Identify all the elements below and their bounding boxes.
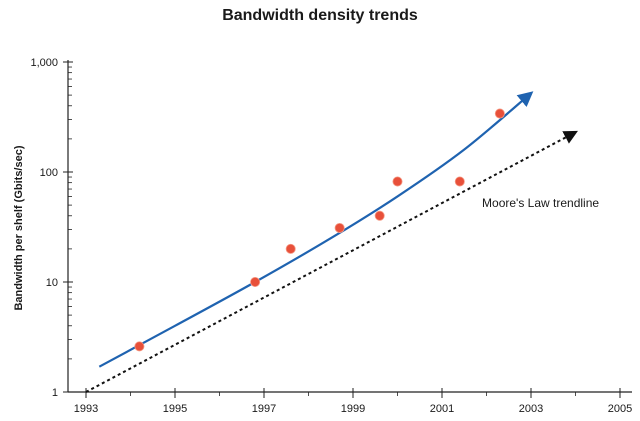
y-tick-label-1: 10 (46, 277, 58, 289)
data-point-7 (494, 108, 505, 119)
data-point-3 (334, 222, 345, 233)
y-axis-label: Bandwidth per shelf (Gbits/sec) (13, 145, 25, 310)
annotations: Moore's Law trendline (482, 196, 599, 210)
x-tick-label-4: 2001 (430, 403, 454, 415)
data-points (134, 108, 505, 352)
chart-title: Bandwidth density trends (222, 7, 418, 24)
y-tick-label-3: 1,000 (30, 57, 58, 69)
data-point-6 (454, 176, 465, 187)
data-point-4 (374, 210, 385, 221)
x-ticks: 1993 1995 1997 1999 2001 2003 2005 (74, 388, 632, 415)
bandwidth-trend-curve (98, 91, 534, 368)
x-tick-label-0: 1993 (74, 403, 98, 415)
x-tick-label-6: 2005 (608, 403, 632, 415)
y-tick-label-0: 1 (52, 387, 58, 399)
data-point-5 (392, 176, 403, 187)
y-tick-label-2: 100 (40, 167, 58, 179)
annotation-0: Moore's Law trendline (482, 196, 599, 210)
moores-law-trendline (85, 130, 578, 393)
x-tick-label-2: 1997 (252, 403, 276, 415)
data-point-2 (285, 243, 296, 254)
data-point-1 (250, 276, 261, 287)
x-tick-label-3: 1999 (341, 403, 365, 415)
x-tick-label-5: 2003 (519, 403, 543, 415)
trend-lines (85, 91, 578, 393)
data-point-0 (134, 341, 145, 352)
x-tick-label-1: 1995 (163, 403, 187, 415)
y-ticks: 1 10 100 1,000 (30, 57, 73, 399)
